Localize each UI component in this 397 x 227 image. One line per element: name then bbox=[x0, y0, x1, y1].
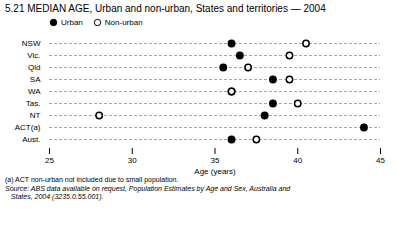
svg-text:Age (years): Age (years) bbox=[194, 167, 236, 176]
html-text:Source: ABS data available on: Source: ABS data available on request, P… bbox=[5, 184, 291, 200]
html-text:Urban: Urban bbox=[61, 18, 83, 27]
svg-text:ACT(a): ACT(a) bbox=[15, 123, 41, 132]
html-text:(a) ACT non-urban not included: (a) ACT non-urban not included due to sm… bbox=[5, 176, 179, 183]
svg-text:Tas.: Tas. bbox=[26, 99, 41, 108]
svg-text:Vic.: Vic. bbox=[27, 51, 40, 60]
svg-text:45: 45 bbox=[376, 156, 385, 165]
html-text:Non-urban: Non-urban bbox=[104, 18, 143, 27]
svg-text:Aust.: Aust. bbox=[22, 135, 40, 144]
svg-text:40: 40 bbox=[293, 156, 302, 165]
svg-text:30: 30 bbox=[128, 156, 137, 165]
svg-text:25: 25 bbox=[45, 156, 54, 165]
svg-text:SA: SA bbox=[30, 75, 41, 84]
svg-text:Qld: Qld bbox=[28, 63, 40, 72]
svg-text:WA: WA bbox=[28, 87, 41, 96]
svg-text:35: 35 bbox=[211, 156, 220, 165]
html-text:5.21 MEDIAN AGE, Urban and non: 5.21 MEDIAN AGE, Urban and non-urban, St… bbox=[5, 3, 326, 14]
svg-text:NT: NT bbox=[30, 111, 41, 120]
svg-text:NSW: NSW bbox=[22, 39, 41, 48]
